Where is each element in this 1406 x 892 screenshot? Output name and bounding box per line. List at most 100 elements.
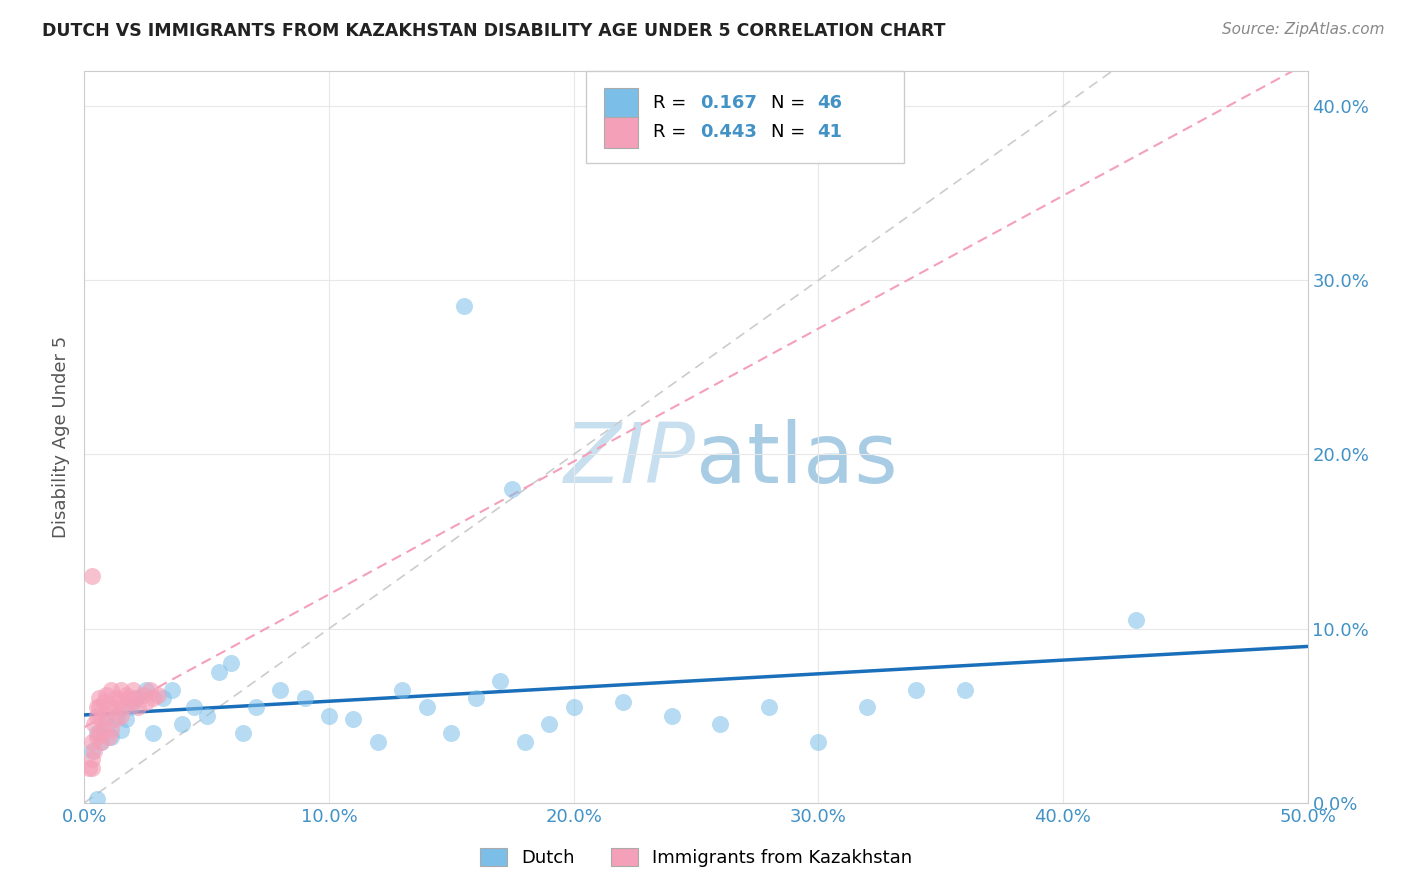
Point: [1125, 613, 1147, 627]
Point: [538, 717, 561, 731]
Point: [245, 700, 267, 714]
Point: [105, 708, 128, 723]
Point: [502, 483, 524, 497]
Point: [139, 682, 162, 697]
Point: [86, 730, 108, 744]
FancyBboxPatch shape: [586, 71, 904, 163]
Point: [115, 712, 138, 726]
Point: [219, 657, 242, 671]
Point: [112, 700, 135, 714]
Point: [807, 735, 830, 749]
Point: [758, 700, 780, 714]
Point: [96, 688, 118, 702]
Point: [661, 708, 683, 723]
Point: [142, 726, 165, 740]
Text: 46: 46: [817, 94, 842, 112]
Text: 0.167: 0.167: [700, 94, 756, 112]
Point: [120, 700, 142, 714]
Point: [513, 735, 536, 749]
Point: [856, 700, 879, 714]
Point: [367, 735, 389, 749]
Text: atlas: atlas: [696, 418, 897, 500]
Point: [80, 735, 103, 749]
Y-axis label: Disability Age Under 5: Disability Age Under 5: [52, 336, 70, 538]
Point: [77, 761, 100, 775]
Text: DUTCH VS IMMIGRANTS FROM KAZAKHSTAN DISABILITY AGE UNDER 5 CORRELATION CHART: DUTCH VS IMMIGRANTS FROM KAZAKHSTAN DISA…: [42, 22, 946, 40]
Point: [80, 752, 103, 766]
Point: [135, 682, 157, 697]
Point: [100, 730, 122, 744]
Point: [90, 735, 112, 749]
Point: [86, 726, 108, 740]
Point: [110, 708, 132, 723]
Point: [103, 700, 125, 714]
Point: [232, 726, 254, 740]
Point: [125, 691, 148, 706]
Point: [183, 700, 205, 714]
Point: [342, 712, 364, 726]
Point: [97, 700, 120, 714]
Point: [120, 695, 142, 709]
Point: [100, 682, 122, 697]
Point: [83, 717, 105, 731]
Point: [440, 726, 463, 740]
Point: [87, 726, 110, 740]
Point: [90, 712, 112, 726]
Point: [709, 717, 731, 731]
Legend: Dutch, Immigrants from Kazakhstan: Dutch, Immigrants from Kazakhstan: [479, 847, 912, 867]
Point: [142, 691, 165, 706]
Point: [132, 688, 155, 702]
Point: [489, 673, 512, 688]
Text: Source: ZipAtlas.com: Source: ZipAtlas.com: [1222, 22, 1385, 37]
Point: [115, 688, 138, 702]
Point: [162, 682, 184, 697]
Point: [612, 695, 634, 709]
Point: [87, 691, 110, 706]
Point: [453, 300, 475, 314]
Point: [93, 723, 115, 737]
Point: [110, 682, 132, 697]
Text: R =: R =: [654, 94, 692, 112]
Point: [86, 708, 108, 723]
Point: [294, 691, 316, 706]
FancyBboxPatch shape: [605, 88, 638, 119]
Text: N =: N =: [770, 123, 811, 141]
Point: [90, 735, 112, 749]
Point: [416, 700, 439, 714]
Point: [93, 695, 115, 709]
Text: N =: N =: [770, 94, 811, 112]
Point: [125, 691, 148, 706]
Text: R =: R =: [654, 123, 692, 141]
Point: [318, 708, 340, 723]
Point: [562, 700, 585, 714]
Point: [86, 700, 108, 714]
Point: [80, 569, 103, 583]
Point: [953, 682, 976, 697]
Point: [87, 700, 110, 714]
Point: [83, 743, 105, 757]
Point: [135, 695, 157, 709]
Point: [391, 682, 413, 697]
Point: [208, 665, 231, 680]
Point: [100, 723, 122, 737]
Point: [152, 691, 174, 706]
Point: [195, 708, 218, 723]
Point: [127, 700, 149, 714]
Point: [107, 695, 129, 709]
Point: [105, 712, 128, 726]
Point: [122, 682, 145, 697]
FancyBboxPatch shape: [605, 118, 638, 148]
Text: 0.443: 0.443: [700, 123, 756, 141]
Point: [80, 743, 103, 757]
Point: [96, 708, 118, 723]
Point: [172, 717, 194, 731]
Point: [80, 761, 103, 775]
Point: [110, 723, 132, 737]
Point: [86, 792, 108, 806]
Point: [97, 730, 120, 744]
Point: [905, 682, 928, 697]
Point: [464, 691, 486, 706]
Point: [269, 682, 291, 697]
Point: [105, 691, 128, 706]
Point: [117, 691, 139, 706]
